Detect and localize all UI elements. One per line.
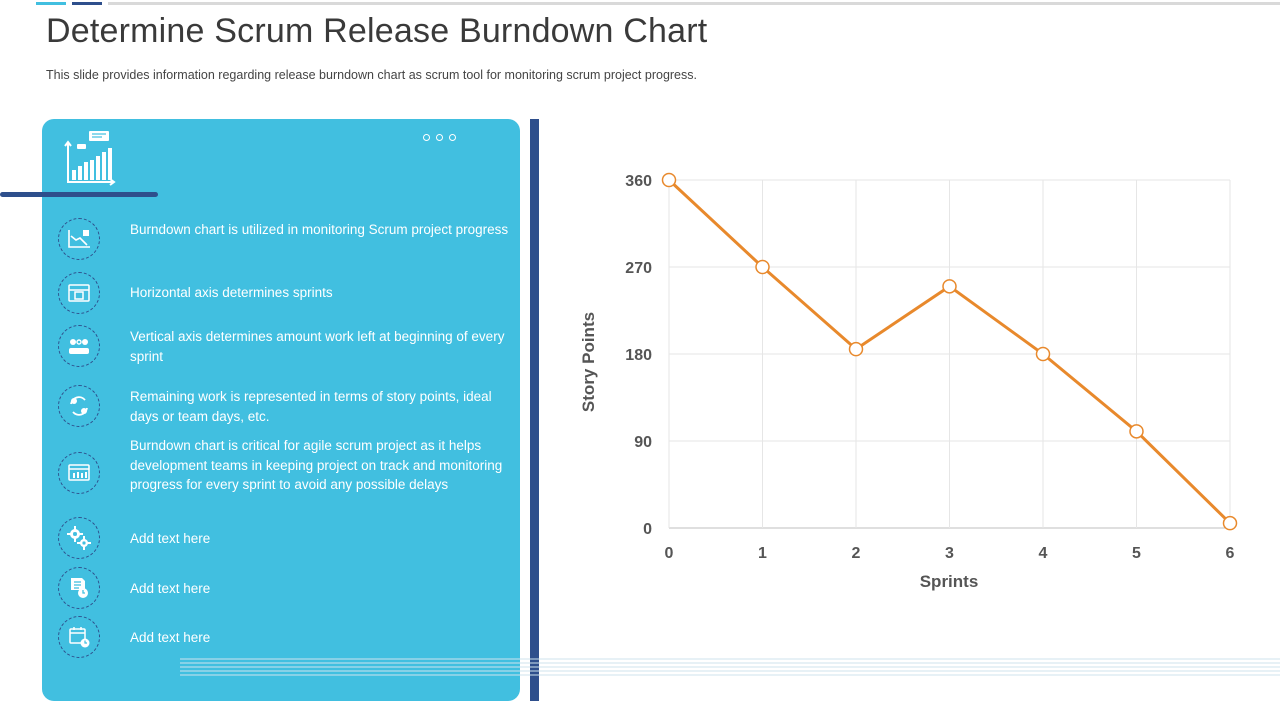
list-item: Burndown chart is critical for agile scr… <box>58 438 508 494</box>
data-point <box>848 341 864 357</box>
page-subtitle: This slide provides information regardin… <box>46 68 697 82</box>
bar-chart-icon <box>64 131 116 186</box>
item-text: Burndown chart is critical for agile scr… <box>130 438 503 492</box>
list-item: Add text here <box>58 616 508 658</box>
burndown-chart: 0 90 180 270 360 0 1 2 3 4 5 6 Story Points Sprint… <box>579 172 1238 591</box>
item-text: Horizontal axis determines sprints <box>130 285 333 300</box>
cycle-arrows-icon <box>58 385 100 427</box>
y-axis-label: Story Points <box>579 312 598 412</box>
list-item: Remaining work is represented in terms o… <box>58 385 508 427</box>
info-panel <box>42 119 520 701</box>
y-tick-label: 0 <box>643 521 652 538</box>
data-point <box>1129 424 1144 439</box>
series-points <box>661 172 1238 531</box>
x-tick-label: 3 <box>945 545 954 562</box>
x-tick-labels: 0 1 2 3 4 5 6 <box>665 545 1235 562</box>
calendar-clock-icon <box>58 616 100 658</box>
top-accent-bar <box>0 2 1280 6</box>
vertical-divider <box>530 119 539 701</box>
list-item: Vertical axis determines amount work lef… <box>58 325 508 367</box>
list-item: Add text here <box>58 517 508 559</box>
chart-down-icon <box>58 218 100 260</box>
list-item: Add text here <box>58 567 508 609</box>
item-text: Add text here <box>130 531 211 546</box>
data-point <box>755 259 770 275</box>
page-title: Determine Scrum Release Burndown Chart <box>46 12 708 50</box>
data-point <box>1035 346 1051 362</box>
x-tick-label: 1 <box>758 545 767 562</box>
document-clock-icon <box>58 567 100 609</box>
y-tick-label: 180 <box>625 347 652 364</box>
y-tick-label: 90 <box>634 434 652 451</box>
x-tick-label: 0 <box>665 545 674 562</box>
chart-grid <box>668 179 1231 529</box>
item-text: Burndown chart is utilized in monitoring… <box>130 222 509 237</box>
data-point <box>661 172 677 188</box>
divider-line <box>0 192 158 197</box>
panel-dots <box>423 134 456 141</box>
item-text: Add text here <box>130 581 211 596</box>
y-tick-label: 270 <box>625 260 652 277</box>
y-tick-label: 360 <box>625 173 652 190</box>
item-text: Add text here <box>130 630 211 645</box>
x-tick-label: 6 <box>1226 545 1235 562</box>
gears-icon <box>58 517 100 559</box>
data-point <box>942 279 957 294</box>
list-item: Horizontal axis determines sprints <box>58 272 508 314</box>
x-tick-label: 2 <box>852 545 861 562</box>
data-point <box>1222 515 1238 531</box>
item-text: Remaining work is represented in terms o… <box>130 389 492 424</box>
calendar-grid-icon <box>58 272 100 314</box>
x-tick-label: 5 <box>1132 545 1141 562</box>
dashboard-icon <box>58 452 100 494</box>
list-item: Burndown chart is utilized in monitoring… <box>58 218 508 260</box>
y-tick-labels: 0 90 180 270 360 <box>625 173 652 538</box>
team-gear-icon <box>58 325 100 367</box>
item-text: Vertical axis determines amount work lef… <box>130 329 505 364</box>
x-tick-label: 4 <box>1039 545 1048 562</box>
x-axis-label: Sprints <box>920 572 979 591</box>
decorative-stripes <box>180 658 1280 676</box>
